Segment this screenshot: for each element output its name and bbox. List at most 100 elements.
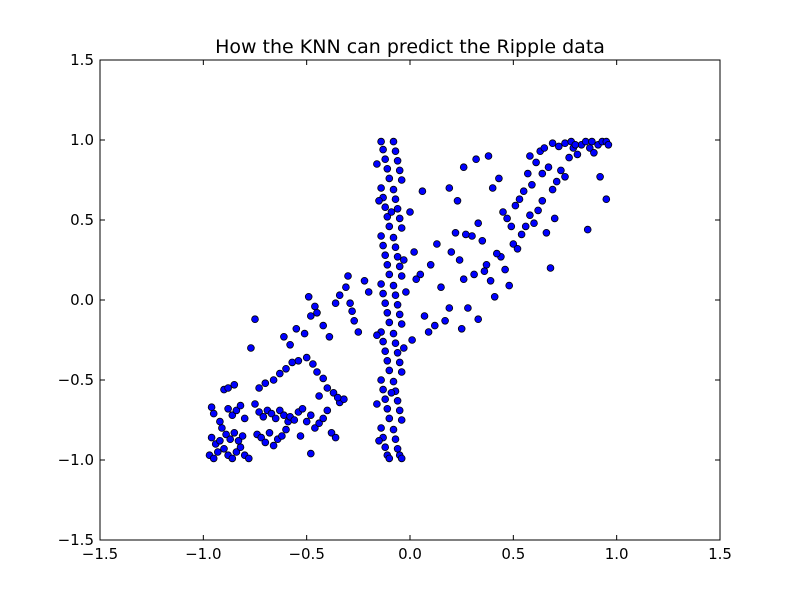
data-point <box>381 443 390 452</box>
data-point <box>565 153 573 162</box>
data-point <box>596 173 604 181</box>
data-point <box>389 137 398 146</box>
data-point <box>538 169 547 178</box>
data-point <box>488 184 497 192</box>
data-point <box>381 251 390 260</box>
x-tick-label: −1.5 <box>82 545 118 563</box>
data-point <box>470 270 478 279</box>
data-point <box>228 454 237 463</box>
data-point <box>340 395 348 404</box>
data-point <box>261 379 270 388</box>
data-point <box>385 222 394 231</box>
y-tick-label: −1.5 <box>58 531 94 549</box>
data-point <box>478 237 487 245</box>
data-point <box>377 232 385 240</box>
data-point <box>461 230 470 239</box>
data-point <box>395 310 404 319</box>
data-point <box>228 411 237 420</box>
x-tick-label: 1.0 <box>605 545 629 563</box>
data-point <box>387 388 396 397</box>
data-point <box>583 225 592 234</box>
data-point <box>391 147 400 156</box>
data-point <box>377 376 385 384</box>
data-point <box>393 157 402 165</box>
data-point <box>391 435 400 444</box>
data-point <box>375 197 383 205</box>
data-point <box>561 139 569 148</box>
data-point <box>391 339 400 348</box>
data-point <box>554 142 563 151</box>
data-point <box>383 213 392 221</box>
data-point <box>451 229 460 237</box>
data-point <box>397 368 406 376</box>
data-point <box>381 395 390 404</box>
data-point <box>251 315 259 324</box>
data-point <box>424 328 433 336</box>
data-point <box>383 308 392 317</box>
data-point <box>327 428 336 437</box>
data-point <box>459 275 468 284</box>
data-point <box>457 324 466 333</box>
data-point <box>571 141 580 149</box>
data-point <box>234 436 243 445</box>
data-point <box>397 454 406 463</box>
data-point <box>505 281 514 290</box>
data-point <box>573 150 582 159</box>
data-point <box>226 435 235 444</box>
data-point <box>383 356 392 365</box>
data-point <box>236 443 245 452</box>
data-point <box>255 408 263 416</box>
data-point <box>222 430 230 439</box>
data-point <box>346 299 354 308</box>
data-point <box>468 232 476 240</box>
data-point <box>484 152 493 160</box>
data-point <box>548 139 557 148</box>
data-point <box>385 318 394 327</box>
y-tick-label: 1.5 <box>70 51 94 69</box>
data-point <box>544 163 553 172</box>
data-point <box>515 195 524 204</box>
data-point <box>319 321 328 330</box>
data-point <box>397 272 406 280</box>
data-point <box>395 214 404 223</box>
data-point <box>280 411 288 420</box>
data-point <box>255 384 263 392</box>
data-point <box>385 454 394 463</box>
data-point <box>267 409 276 418</box>
data-point <box>269 441 278 450</box>
data-point <box>259 412 268 421</box>
data-point <box>397 320 406 328</box>
data-point <box>294 356 303 365</box>
data-point <box>230 428 239 437</box>
plot-frame <box>99 59 721 541</box>
data-point <box>445 184 454 192</box>
x-tick-label: 0.5 <box>501 545 525 563</box>
data-point <box>519 187 528 196</box>
data-point <box>530 219 538 228</box>
data-point <box>447 248 456 256</box>
data-point <box>304 292 313 301</box>
data-point <box>385 366 394 375</box>
data-point <box>265 428 274 437</box>
data-point <box>313 308 321 317</box>
data-point <box>393 252 402 261</box>
data-point <box>240 414 249 423</box>
data-point <box>379 241 387 250</box>
data-point <box>588 137 596 146</box>
data-point <box>296 432 305 440</box>
x-tick-label: 1.5 <box>708 545 732 563</box>
data-point <box>420 312 429 320</box>
data-point <box>275 369 284 378</box>
data-point <box>387 208 396 216</box>
data-point <box>604 141 613 149</box>
data-point <box>395 166 404 175</box>
x-tick-label: −1.0 <box>185 545 221 563</box>
data-point <box>399 344 408 352</box>
data-point <box>391 243 400 252</box>
data-point <box>495 174 503 183</box>
data-point <box>393 444 402 453</box>
data-point <box>509 240 518 248</box>
data-point <box>389 281 398 290</box>
data-point <box>393 205 402 213</box>
data-point <box>391 291 400 300</box>
